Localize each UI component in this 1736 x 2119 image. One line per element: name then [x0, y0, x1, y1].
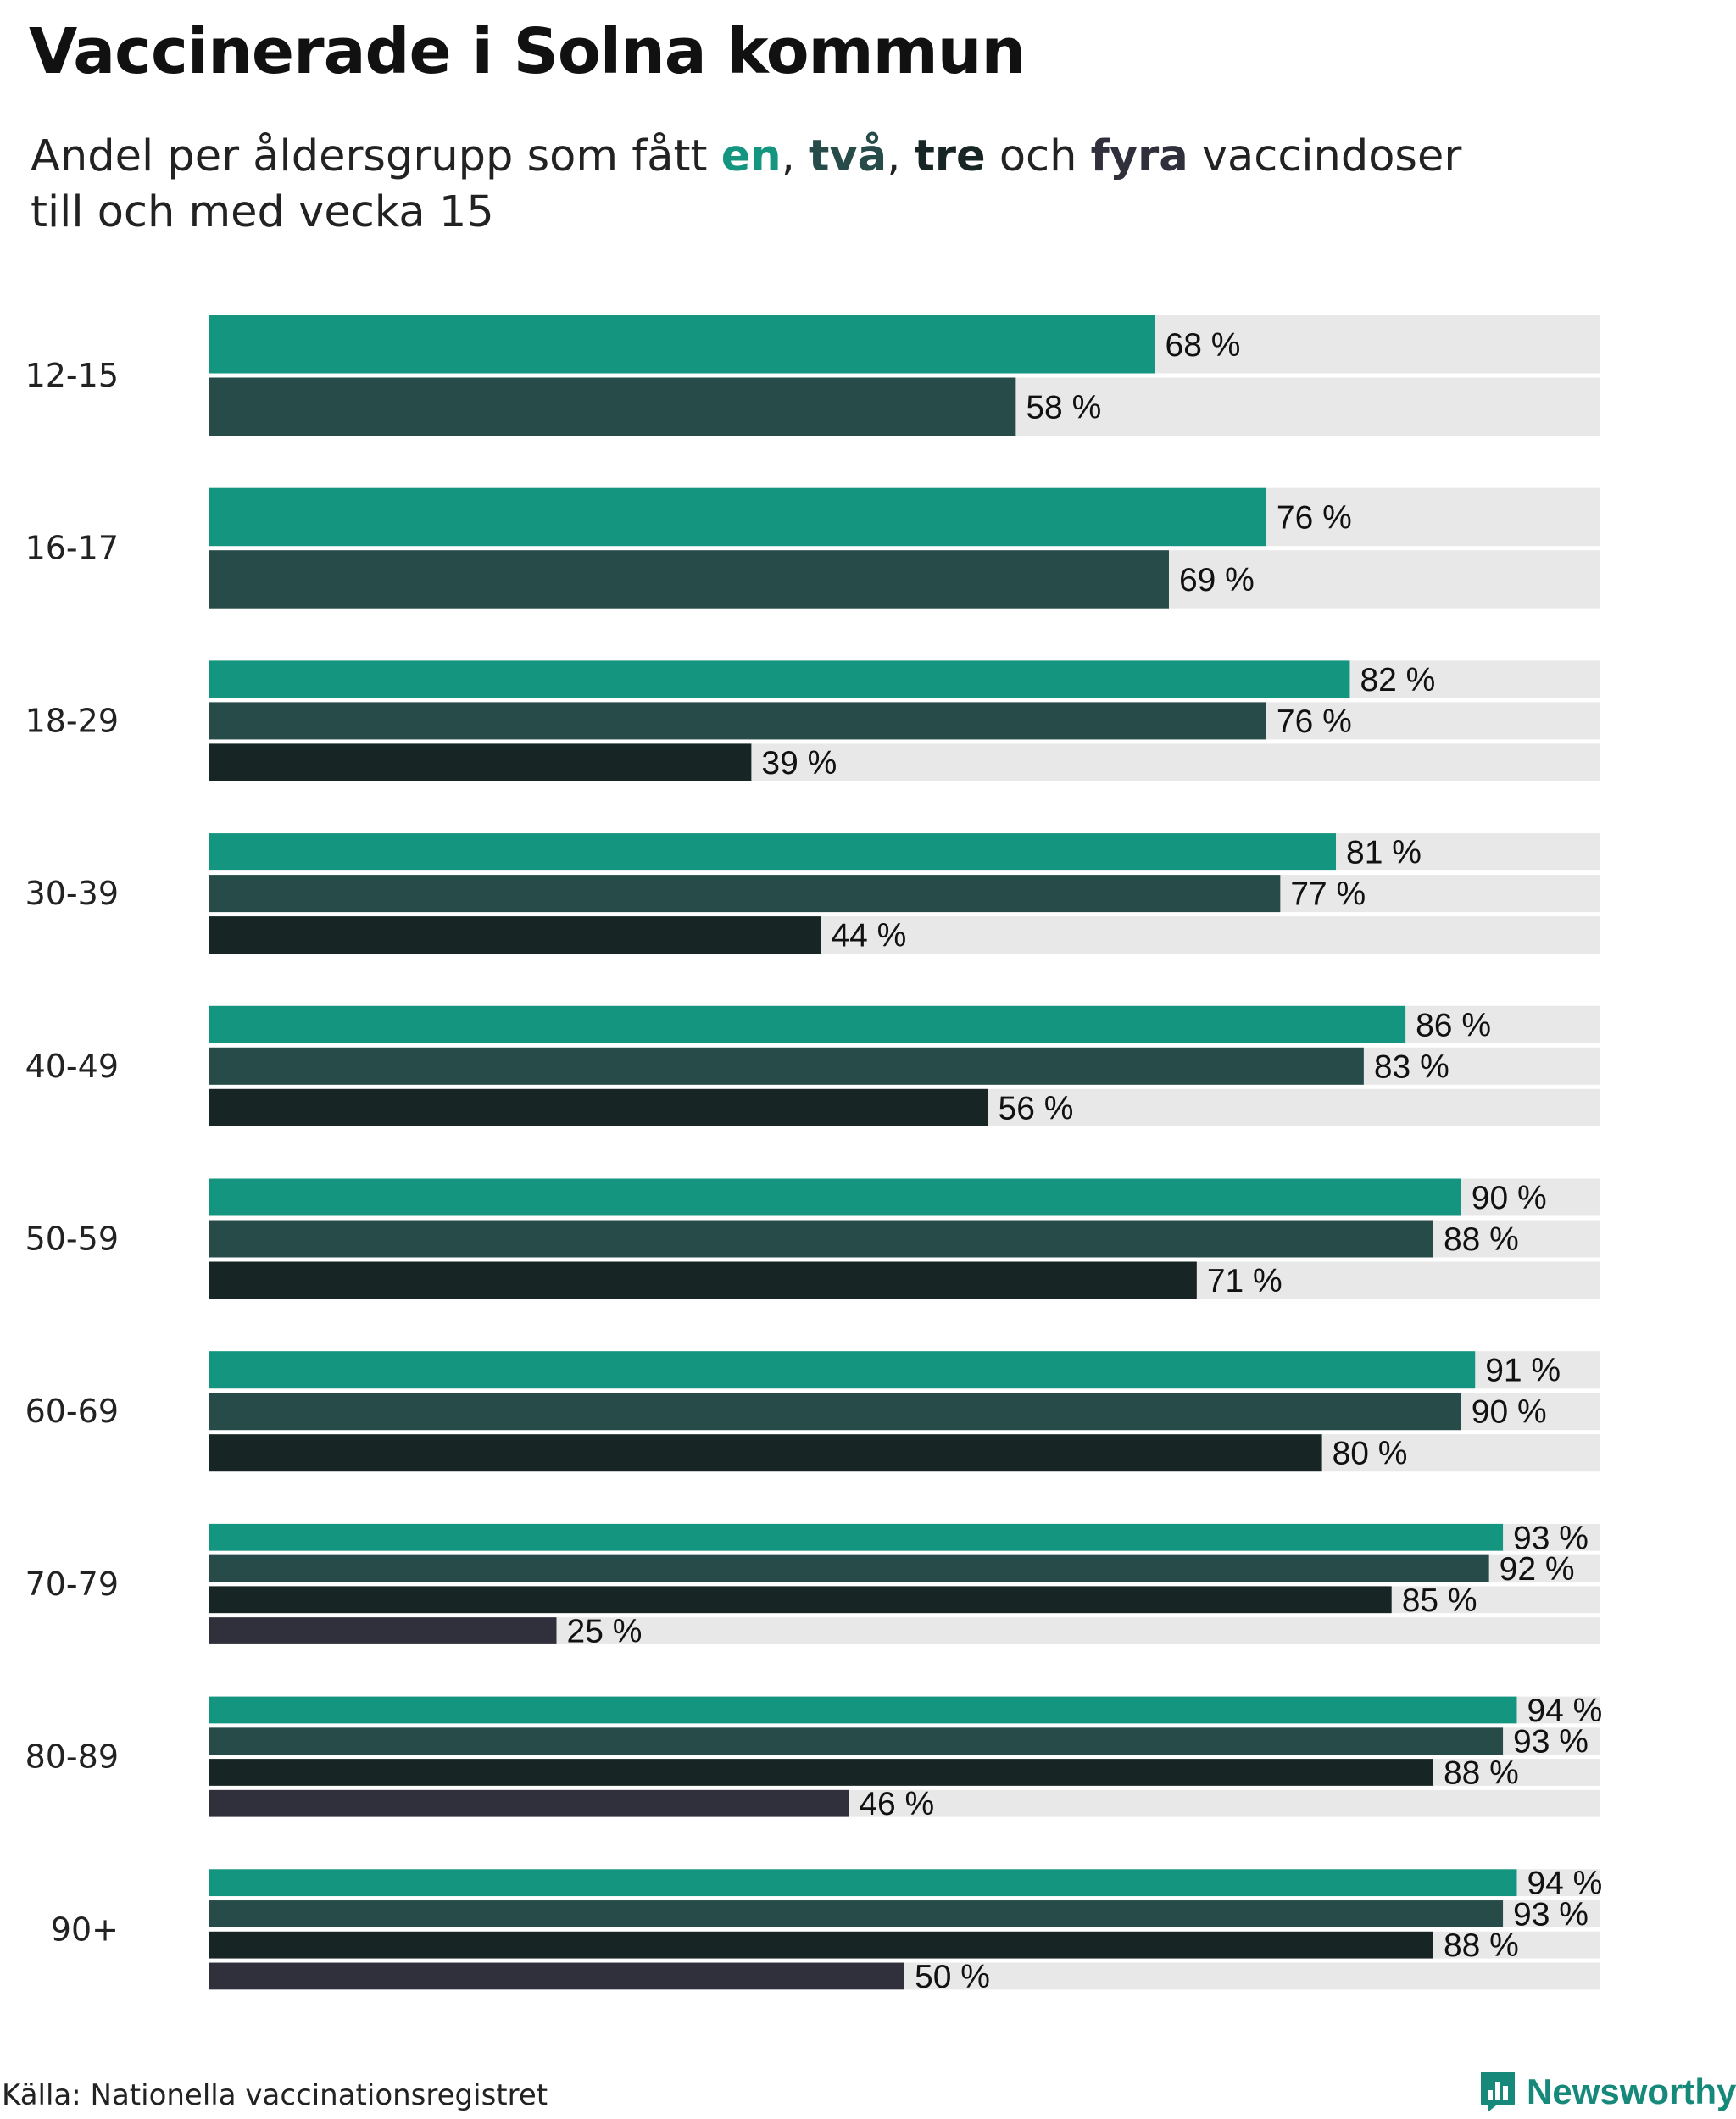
bar-value-label: 88 % [1444, 1221, 1519, 1258]
legend-dose-2: två [809, 131, 887, 181]
bar-value-label: 93 % [1513, 1724, 1589, 1760]
bar-value-label: 76 % [1277, 704, 1352, 740]
category-label: 70-79 [25, 1566, 119, 1603]
bar-tre [209, 1261, 1197, 1299]
bar-value-label: 71 % [1207, 1263, 1283, 1299]
bar-value-label: 77 % [1290, 876, 1366, 913]
bar-value-label: 56 % [999, 1090, 1074, 1126]
bar-value-label: 68 % [1166, 327, 1241, 364]
bar-value-label: 86 % [1416, 1007, 1491, 1043]
category-label: 16-17 [25, 530, 119, 567]
bar-tre [209, 916, 821, 954]
bar-value-label: 93 % [1513, 1896, 1589, 1933]
bar-två [209, 1554, 1489, 1582]
bar-en [209, 1178, 1461, 1216]
subtitle-separator: , [887, 131, 915, 181]
bar-två [209, 1047, 1364, 1085]
bar-value-label: 58 % [1026, 389, 1101, 425]
bar-value-label: 90 % [1472, 1180, 1547, 1216]
bar-två [209, 1727, 1504, 1755]
bar-value-label: 39 % [761, 745, 837, 781]
bar-två [209, 550, 1169, 609]
bar-två [209, 1900, 1504, 1927]
bar-fyra [209, 1789, 849, 1817]
bar-value-label: 90 % [1472, 1394, 1547, 1431]
bar-value-label: 46 % [859, 1786, 934, 1822]
bar-två [209, 1393, 1461, 1431]
category-label: 40-49 [25, 1048, 119, 1085]
bar-tre [209, 1088, 988, 1126]
category-label: 30-39 [25, 875, 119, 912]
bar-value-label: 88 % [1444, 1755, 1519, 1791]
bar-tre [209, 1931, 1433, 1959]
subtitle-separator: och [985, 131, 1091, 181]
bar-en [209, 1696, 1517, 1724]
bar-två [209, 875, 1281, 913]
bar-chart-logo-icon [1481, 2072, 1515, 2112]
bar-en [209, 1523, 1504, 1551]
bar-value-label: 85 % [1402, 1582, 1477, 1619]
legend-dose-4: fyra [1090, 131, 1188, 181]
bar-value-label: 80 % [1333, 1436, 1408, 1472]
bar-value-label: 94 % [1527, 1866, 1602, 1902]
brand-logo: Newsworthy [1479, 2066, 1736, 2117]
category-label: 18-29 [25, 702, 119, 739]
bar-en [209, 1869, 1517, 1897]
bar-en [209, 1005, 1406, 1043]
bar-en [209, 833, 1337, 871]
bar-tre [209, 1759, 1433, 1786]
bar-value-label: 88 % [1444, 1927, 1519, 1964]
chart-title: Vaccinerade i Solna kommun [29, 15, 1026, 88]
bar-en [209, 660, 1350, 698]
chart-subtitle: Andel per åldersgrupp som fått en, två, … [31, 129, 1641, 241]
bar-fyra [209, 1617, 557, 1644]
bar-value-label: 94 % [1527, 1693, 1602, 1729]
bar-en [209, 1351, 1476, 1389]
bar-två [209, 377, 1016, 436]
bar-en [209, 315, 1155, 374]
bar-tre [209, 1586, 1392, 1614]
brand-name: Newsworthy [1527, 2072, 1736, 2111]
bar-två [209, 702, 1266, 740]
bar-value-label: 25 % [567, 1614, 643, 1650]
subtitle-line-2: till och med vecka 15 [31, 187, 494, 237]
bar-value-label: 82 % [1360, 662, 1435, 698]
subtitle-separator: , [781, 131, 810, 181]
bar-en [209, 487, 1266, 547]
bar-value-label: 83 % [1374, 1048, 1449, 1085]
source-note: Källa: Nationella vaccinationsregistret [2, 2078, 548, 2112]
category-label: 50-59 [25, 1221, 119, 1258]
bar-tre [209, 743, 752, 781]
legend-dose-1: en [721, 131, 782, 181]
legend-dose-3: tre [914, 131, 986, 181]
bar-fyra [209, 1962, 904, 1990]
bar-value-label: 93 % [1513, 1520, 1589, 1556]
bar-value-label: 69 % [1179, 562, 1255, 598]
subtitle-prefix: Andel per åldersgrupp som fått [31, 131, 721, 181]
bar-value-label: 81 % [1346, 835, 1422, 871]
bar-value-label: 50 % [915, 1959, 990, 1995]
bar-value-label: 76 % [1277, 499, 1352, 536]
category-label: 60-69 [25, 1393, 119, 1430]
bar-value-label: 91 % [1485, 1353, 1561, 1389]
bar-två [209, 1220, 1433, 1258]
category-label: 90+ [51, 1910, 119, 1948]
bar-value-label: 92 % [1500, 1551, 1575, 1588]
subtitle-suffix: vaccindoser [1188, 131, 1462, 181]
category-label: 12-15 [25, 357, 119, 394]
bar-value-label: 44 % [831, 918, 906, 954]
bar-tre [209, 1434, 1322, 1472]
category-label: 80-89 [25, 1738, 119, 1776]
